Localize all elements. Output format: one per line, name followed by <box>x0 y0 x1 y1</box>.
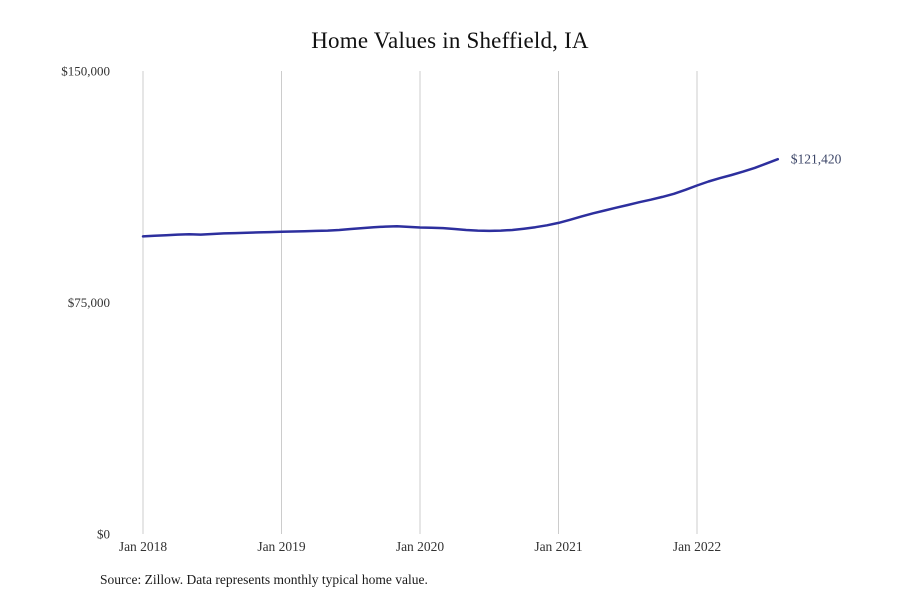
y-tick-label: $150,000 <box>61 64 110 79</box>
source-note: Source: Zillow. Data represents monthly … <box>100 572 428 587</box>
x-tick-label: Jan 2020 <box>396 539 445 554</box>
x-tick-label: Jan 2019 <box>257 539 306 554</box>
x-tick-label: Jan 2018 <box>119 539 168 554</box>
series-line <box>141 157 780 238</box>
y-tick-label: $75,000 <box>68 295 110 310</box>
y-tick-label: $0 <box>97 527 110 542</box>
value-end-label: $121,420 <box>791 152 842 167</box>
x-tick-label: Jan 2022 <box>673 539 721 554</box>
chart-title: Home Values in Sheffield, IA <box>311 28 589 53</box>
x-tick-label: Jan 2021 <box>534 539 582 554</box>
